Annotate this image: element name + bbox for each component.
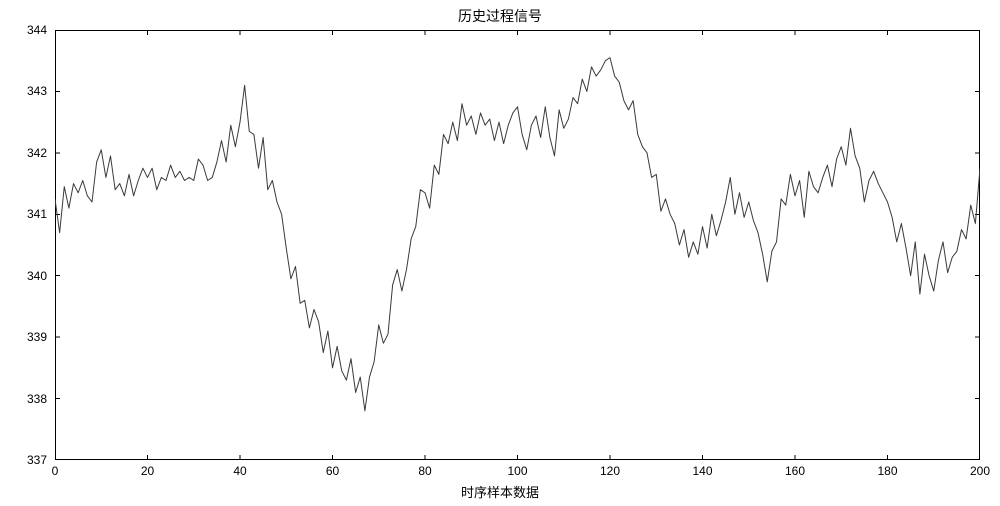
- x-tick-label: 20: [141, 464, 154, 478]
- x-tick-label: 40: [233, 464, 246, 478]
- y-tick-label: 342: [0, 146, 47, 160]
- y-tick-label: 344: [0, 23, 47, 37]
- x-tick-label: 120: [600, 464, 620, 478]
- x-axis-label: 时序样本数据: [0, 482, 1000, 501]
- x-tick-label: 200: [970, 464, 990, 478]
- y-tick-label: 341: [0, 207, 47, 221]
- plot-area: [55, 30, 980, 460]
- y-tick-label: 339: [0, 330, 47, 344]
- x-tick-label: 140: [692, 464, 712, 478]
- x-tick-label: 80: [418, 464, 431, 478]
- y-tick-label: 340: [0, 269, 47, 283]
- x-tick-label: 60: [326, 464, 339, 478]
- x-tick-label: 180: [877, 464, 897, 478]
- y-tick-label: 337: [0, 453, 47, 467]
- x-tick-label: 160: [785, 464, 805, 478]
- chart-title: 历史过程信号: [0, 6, 1000, 26]
- figure: 历史过程信号 337 338 339 340 341 342 343 344 0 20 40 60 8…: [0, 0, 1000, 506]
- x-tick-label: 100: [507, 464, 527, 478]
- y-tick-label: 338: [0, 392, 47, 406]
- plot-background: [55, 30, 980, 460]
- y-tick-label: 343: [0, 84, 47, 98]
- x-tick-label: 0: [52, 464, 59, 478]
